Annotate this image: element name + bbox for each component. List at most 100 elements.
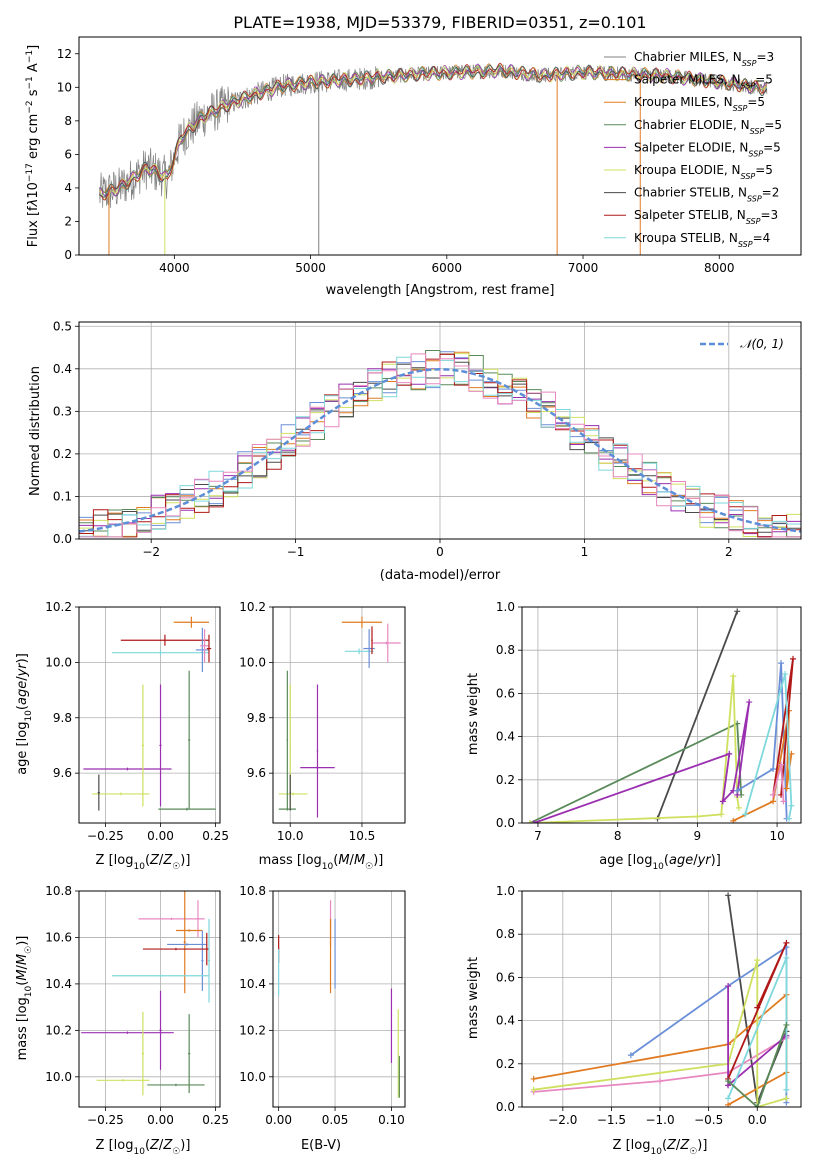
legend-label: Salpeter ELODIE, NSSP=5 <box>634 140 781 158</box>
mwZ-xlabel: Z [log10(Z/Z☉)] <box>613 1138 708 1157</box>
y-tick-label: 12 <box>57 47 72 61</box>
spectrum-xlabel: wavelength [Angstrom, rest frame] <box>326 283 555 298</box>
legend-label: Chabrier ELODIE, NSSP=5 <box>634 118 782 136</box>
plot-area <box>278 900 400 1098</box>
massweight-series-line <box>727 1024 788 1107</box>
x-tick-label: 9 <box>694 829 702 843</box>
mwZ-ylabel: mass weight <box>466 957 481 1039</box>
massweight-point <box>783 1095 790 1102</box>
plot-area <box>79 350 801 538</box>
y-tick-label: 0.8 <box>496 643 515 657</box>
massweight-point <box>730 673 737 680</box>
massweight-series-line <box>656 610 739 820</box>
y-tick-label: 2 <box>64 214 72 228</box>
x-tick-label: 0.0 <box>748 1113 767 1127</box>
x-tick-label: 7000 <box>568 261 599 275</box>
massweight-series-line <box>533 701 751 823</box>
x-tick-label: 0.10 <box>378 1113 405 1127</box>
massweight-point <box>734 608 741 615</box>
massweight-point <box>770 766 777 772</box>
massweight-point <box>783 785 790 792</box>
axes-frame <box>521 890 802 1108</box>
y-tick-label: 0.5 <box>53 319 72 333</box>
y-tick-label: 9.8 <box>247 711 266 725</box>
x-tick-label: 0.25 <box>202 1113 229 1127</box>
massweight-point <box>788 802 795 809</box>
axes-frame <box>272 606 406 824</box>
y-tick-label: 10.0 <box>45 1070 72 1084</box>
x-tick-label: 0.00 <box>265 1113 292 1127</box>
axes-frame <box>78 606 221 824</box>
x-tick-label: 0.05 <box>322 1113 349 1127</box>
x-tick-label: 8 <box>614 829 622 843</box>
massZ-xlabel: Z [log10(Z/Z☉)] <box>96 1138 191 1157</box>
x-tick-label: 10.5 <box>349 829 376 843</box>
y-tick-label: 0.6 <box>496 970 515 984</box>
y-tick-label: 0.3 <box>53 404 72 418</box>
massZ-ylabel: mass [log10(M/M☉)] <box>15 936 34 1061</box>
plot-area <box>278 616 401 818</box>
y-tick-label: 0.2 <box>496 773 515 787</box>
massweight-point <box>627 1052 634 1059</box>
y-tick-label: 0.6 <box>496 686 515 700</box>
ageM-xlabel: mass [log10(M/M☉)] <box>259 853 384 872</box>
massweight-point <box>778 761 785 768</box>
y-tick-label: 9.8 <box>53 711 72 725</box>
x-tick-label: −2.0 <box>548 1113 577 1127</box>
mwAge-xlabel: age [log10(age/yr)] <box>599 853 721 872</box>
model-spectrum-line <box>99 63 768 197</box>
massweight-point <box>734 787 741 794</box>
massweight-point <box>526 820 533 823</box>
massweight-point <box>778 660 785 667</box>
massweight-point <box>719 798 726 805</box>
massweight-point <box>783 939 790 946</box>
y-tick-label: 0.4 <box>53 362 72 376</box>
hist-xlabel: (data-model)/error <box>380 568 501 583</box>
x-tick-label: 2 <box>725 545 733 559</box>
age-vs-mass-panel: 10.0 10.5 9.6 9.8 10.0 10.2 <box>239 600 406 843</box>
plot-area <box>526 608 797 823</box>
normal-curve <box>79 368 801 533</box>
massweight-vs-age-panel: 7 8 9 10 0.0 0.2 0.4 0.6 0.8 1.0 <box>496 600 802 843</box>
legend-label: Kroupa ELODIE, NSSP=5 <box>634 163 773 181</box>
legend-label: Salpeter MILES, NSSP=5 <box>634 73 773 91</box>
age-vs-metallicity-panel: −0.25 0.00 0.25 9.6 9.8 10.0 10.2 <box>45 600 229 843</box>
y-tick-label: 10.0 <box>45 655 72 669</box>
x-tick-label: 10 <box>769 829 784 843</box>
massweight-point <box>694 813 701 820</box>
massweight-point <box>735 804 742 811</box>
x-tick-label: 0.00 <box>147 1113 174 1127</box>
massEBV-xlabel: E(B-V) <box>301 1138 341 1153</box>
y-tick-label: 0.2 <box>53 447 72 461</box>
y-tick-label: 0.0 <box>496 816 515 830</box>
massweight-point <box>770 798 777 805</box>
hist-ylabel: Normed distribution <box>28 366 43 496</box>
y-tick-label: 10.4 <box>239 977 266 991</box>
mass-vs-metallicity-panel: −0.25 0.00 0.25 10.0 10.2 10.4 10.6 10.8 <box>45 884 229 1127</box>
y-tick-label: 10.8 <box>239 884 266 898</box>
massweight-point <box>754 957 761 964</box>
y-tick-label: 0.0 <box>496 1100 515 1114</box>
massweight-point <box>783 1086 790 1093</box>
massweight-point <box>790 655 797 662</box>
normal-curve-legend-label: 𝒩(0, 1) <box>740 337 784 351</box>
massweight-series-line <box>529 722 743 823</box>
x-tick-label: 5000 <box>295 261 326 275</box>
x-tick-label: −1 <box>287 545 305 559</box>
ageZ-ylabel: age [log10(age/yr)] <box>15 653 34 775</box>
ageZ-xlabel: Z [log10(Z/Z☉)] <box>96 853 191 872</box>
massweight-point <box>725 892 732 899</box>
legend-label: Chabrier STELIB, NSSP=2 <box>634 186 779 204</box>
x-tick-label: −1.5 <box>597 1113 626 1127</box>
x-tick-label: −0.25 <box>87 829 124 843</box>
hist-legend: 𝒩(0, 1) <box>700 337 784 351</box>
y-tick-label: 10.2 <box>239 600 266 614</box>
y-tick-label: 6 <box>64 147 72 161</box>
x-tick-label: −2 <box>142 545 160 559</box>
massweight-point <box>754 1104 761 1107</box>
x-tick-label: 6000 <box>432 261 463 275</box>
legend-label: Chabrier MILES, NSSP=3 <box>634 50 774 68</box>
y-tick-label: 10.8 <box>45 884 72 898</box>
y-tick-label: 10.2 <box>45 600 72 614</box>
